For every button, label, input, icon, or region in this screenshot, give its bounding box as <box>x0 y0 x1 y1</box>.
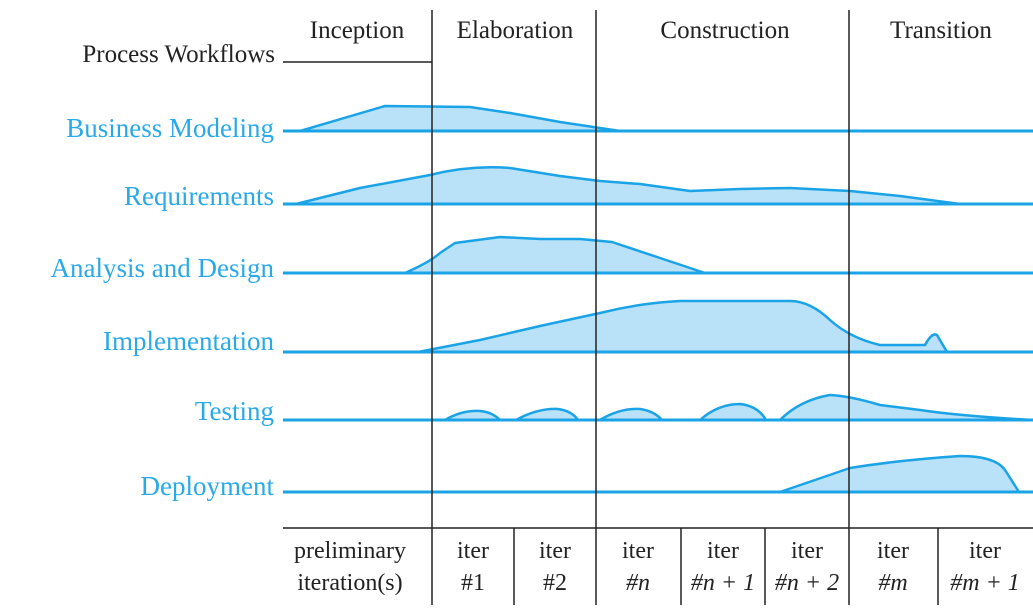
iteration-label: #n + 2 <box>775 570 839 596</box>
workflow-curves <box>283 104 1033 494</box>
workflow-label-deployment: Deployment <box>141 471 275 501</box>
workflow-curve-testing <box>283 393 1033 422</box>
workflow-effort-area <box>778 393 1033 422</box>
iteration-label: #n <box>626 570 650 596</box>
iteration-label: iter <box>457 538 489 564</box>
iteration-label: iteration(s) <box>297 570 402 596</box>
workflow-effort-area <box>514 407 580 422</box>
iteration-label: iter <box>539 538 571 564</box>
workflow-label-business-modeling: Business Modeling <box>66 113 274 143</box>
workflow-effort-area <box>778 454 1021 494</box>
workflow-label-requirements: Requirements <box>124 181 274 211</box>
iteration-label: #1 <box>461 570 485 596</box>
workflow-effort-area <box>416 299 949 354</box>
iteration-label: preliminary <box>294 538 406 564</box>
workflow-effort-area <box>298 104 622 133</box>
workflow-effort-area <box>698 402 768 422</box>
phase-grid <box>283 10 1033 605</box>
workflow-effort-area <box>294 166 962 206</box>
workflow-effort-area <box>598 407 664 422</box>
workflow-label-testing: Testing <box>195 396 274 426</box>
phase-label-construction: Construction <box>660 17 790 44</box>
workflow-effort-area <box>443 409 502 422</box>
workflow-curve-implementation <box>283 299 1033 354</box>
phase-label-inception: Inception <box>310 17 405 44</box>
iteration-label: #n + 1 <box>691 570 755 596</box>
iteration-label: #m <box>878 570 907 596</box>
workflow-curve-business-modeling <box>283 104 1033 133</box>
iteration-label: iter <box>969 538 1001 564</box>
workflow-curve-requirements <box>283 166 1033 206</box>
iteration-label: #2 <box>543 570 567 596</box>
iteration-label: iter <box>791 538 823 564</box>
workflow-label-analysis-and-design: Analysis and Design <box>51 253 275 283</box>
process-workflows-title: Process Workflows <box>82 41 275 68</box>
workflow-curve-analysis-and-design <box>283 235 1033 275</box>
workflow-label-implementation: Implementation <box>103 326 274 356</box>
iteration-label: iter <box>877 538 909 564</box>
iteration-label: iter <box>707 538 739 564</box>
workflow-curve-deployment <box>283 454 1033 494</box>
iteration-label: #m + 1 <box>950 570 1020 596</box>
phase-label-elaboration: Elaboration <box>457 17 574 44</box>
iteration-label: iter <box>622 538 654 564</box>
workflow-effort-area <box>403 235 707 275</box>
phase-label-transition: Transition <box>890 17 992 44</box>
